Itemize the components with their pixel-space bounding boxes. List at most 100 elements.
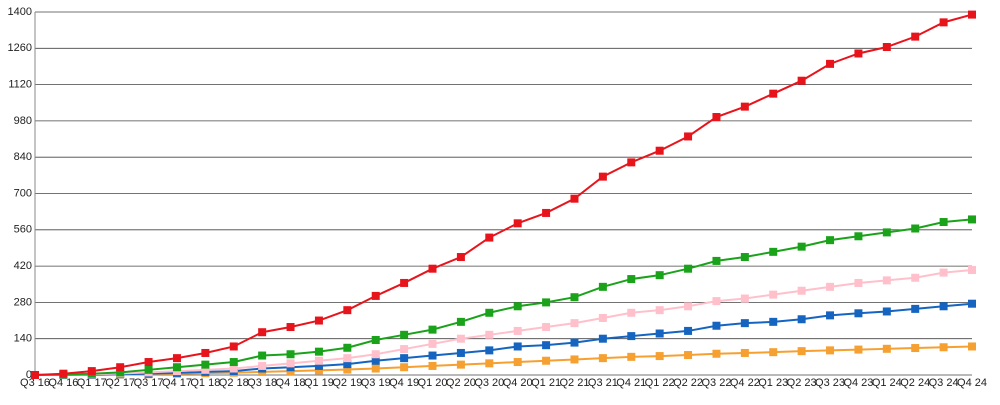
x-tick-label: Q2 22 [673, 377, 703, 389]
y-tick-label: 140 [14, 333, 32, 345]
point-marker [570, 293, 579, 302]
point-marker [598, 282, 607, 291]
y-tick-label: 1400 [8, 6, 32, 18]
point-marker [882, 276, 891, 285]
point-marker [684, 264, 693, 273]
point-marker [314, 316, 323, 325]
point-marker [343, 306, 352, 315]
point-marker [428, 351, 437, 360]
point-marker [968, 342, 976, 351]
x-tick-label: Q4 20 [503, 377, 533, 389]
y-tick-label: 700 [14, 187, 32, 199]
point-marker [428, 361, 437, 370]
point-marker [797, 347, 806, 356]
point-marker [911, 344, 920, 353]
x-tick-label: Q4 16 [48, 377, 78, 389]
point-marker [826, 346, 835, 355]
point-marker [371, 356, 380, 365]
point-marker [939, 302, 948, 311]
point-marker [740, 319, 749, 328]
point-marker [712, 321, 721, 330]
point-marker [939, 268, 948, 277]
point-marker [59, 369, 68, 378]
point-marker [627, 352, 636, 361]
point-marker [513, 302, 522, 311]
point-marker [116, 363, 125, 372]
point-marker [968, 299, 976, 308]
point-marker [116, 368, 125, 377]
x-tick-label: Q4 18 [276, 377, 306, 389]
point-marker [456, 348, 465, 357]
point-marker [456, 317, 465, 326]
point-marker [939, 218, 948, 227]
y-tick-label: 840 [14, 151, 32, 163]
point-marker [854, 345, 863, 354]
point-marker [598, 334, 607, 343]
point-marker [286, 359, 295, 368]
y-tick-label: 1260 [8, 42, 32, 54]
point-marker [712, 297, 721, 306]
point-marker [144, 365, 153, 374]
point-marker [627, 158, 636, 167]
point-marker [542, 298, 551, 307]
point-marker [286, 350, 295, 359]
point-marker [911, 224, 920, 233]
point-marker [854, 278, 863, 287]
point-marker [797, 242, 806, 251]
point-marker [258, 328, 267, 337]
point-marker [201, 348, 210, 357]
point-marker [400, 330, 409, 339]
point-marker [201, 365, 210, 374]
point-marker [371, 335, 380, 344]
point-marker [655, 352, 664, 361]
point-marker [570, 319, 579, 328]
point-marker [769, 290, 778, 299]
series-line [34, 13, 973, 376]
x-tick-label: Q1 18 [190, 377, 220, 389]
point-marker [797, 286, 806, 295]
y-tick-label: 980 [14, 115, 32, 127]
point-marker [712, 349, 721, 358]
point-marker [314, 366, 323, 375]
x-tick-label: Q2 21 [560, 377, 590, 389]
series-line [35, 302, 973, 376]
point-marker [542, 341, 551, 350]
point-marker [428, 264, 437, 273]
point-marker [343, 365, 352, 374]
x-tick-label: Q1 23 [758, 377, 788, 389]
point-marker [854, 49, 863, 58]
x-tick-label: Q2 20 [446, 377, 476, 389]
series-line [35, 345, 973, 376]
point-marker [769, 247, 778, 256]
point-marker [797, 315, 806, 324]
point-marker [826, 59, 835, 68]
x-tick-label: Q1 17 [77, 377, 107, 389]
point-marker [854, 232, 863, 241]
point-marker [627, 275, 636, 284]
point-marker [456, 360, 465, 369]
point-marker [485, 308, 494, 317]
point-marker [87, 367, 96, 376]
point-marker [598, 313, 607, 322]
x-tick-label: Q3 16 [20, 377, 50, 389]
point-marker [655, 146, 664, 155]
x-tick-label: Q2 18 [219, 377, 249, 389]
x-tick-label: Q1 21 [531, 377, 561, 389]
point-marker [598, 172, 607, 181]
point-marker [400, 363, 409, 372]
point-marker [258, 361, 267, 370]
point-marker [570, 355, 579, 364]
point-marker [740, 102, 749, 111]
point-marker [769, 317, 778, 326]
point-marker [655, 329, 664, 338]
point-marker [911, 32, 920, 41]
point-marker [513, 326, 522, 335]
point-marker [314, 361, 323, 370]
point-marker [684, 351, 693, 360]
point-marker [172, 354, 181, 363]
point-marker [826, 282, 835, 291]
point-marker [485, 359, 494, 368]
point-marker [485, 233, 494, 242]
x-tick-label: Q3 17 [134, 377, 164, 389]
